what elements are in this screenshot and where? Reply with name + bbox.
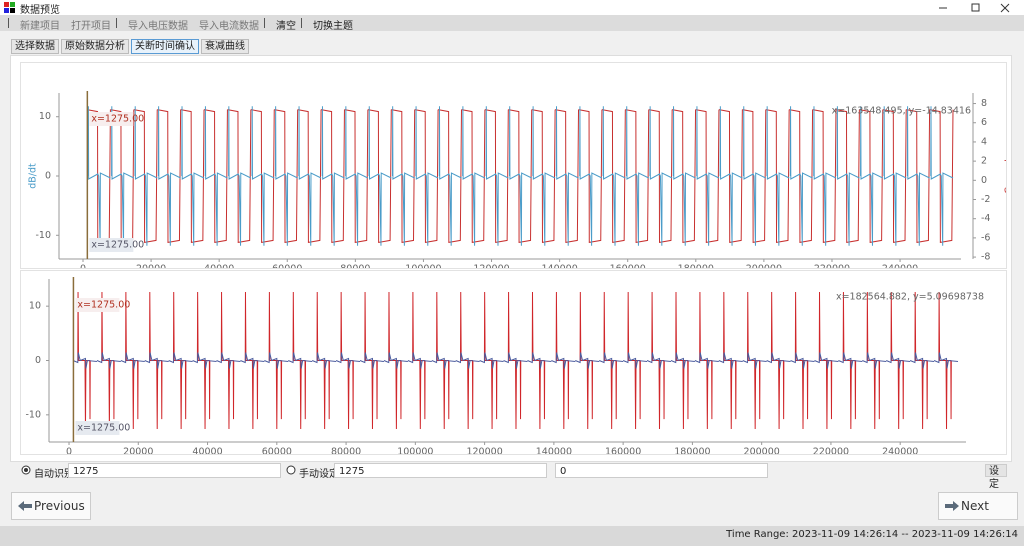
y2-tick-label: 6 bbox=[981, 117, 987, 128]
x-tick-label: 0 bbox=[80, 264, 86, 270]
x-tick-label: 180000 bbox=[678, 264, 714, 270]
menu-item[interactable]: 导入电压数据 bbox=[128, 21, 188, 32]
menu-item[interactable]: 切换主题 bbox=[313, 21, 353, 32]
x-tick-label: 200000 bbox=[744, 447, 780, 456]
y2-tick-label: 8 bbox=[981, 98, 987, 109]
menu-item[interactable]: 新建项目 bbox=[20, 21, 60, 32]
radio-label: 自动识别 bbox=[34, 469, 74, 480]
button-label: Previous bbox=[34, 499, 85, 513]
x-tick-label: 180000 bbox=[674, 447, 710, 456]
x-tick-label: 120000 bbox=[466, 447, 502, 456]
button-label: Next bbox=[961, 499, 989, 513]
set-button[interactable]: 设定 bbox=[985, 464, 1007, 490]
y2-axis-label: Current bbox=[1004, 158, 1008, 194]
cursor-label: x=1275.00 bbox=[91, 240, 144, 251]
radio-label: 手动设定 bbox=[299, 469, 339, 480]
x-tick-label: 220000 bbox=[814, 264, 850, 270]
y2-tick-label: 0 bbox=[981, 175, 987, 186]
waveform bbox=[72, 352, 959, 369]
x-tick-label: 20000 bbox=[136, 264, 166, 270]
x-tick-label: 80000 bbox=[340, 264, 370, 270]
status-bar: Time Range: 2023-11-09 14:26:14 -- 2023-… bbox=[0, 526, 1024, 546]
cursor-label: x=1275.00 bbox=[77, 300, 130, 311]
value-input[interactable]: 0 bbox=[555, 463, 768, 478]
x-tick-label: 160000 bbox=[610, 264, 646, 270]
cursor-label-bg bbox=[75, 298, 120, 312]
y2-tick-label: -8 bbox=[981, 252, 990, 263]
y-tick-label: 0 bbox=[45, 171, 51, 182]
x-tick-label: 240000 bbox=[882, 264, 918, 270]
window-title: 数据预览 bbox=[20, 5, 60, 16]
cursor-label-bg bbox=[89, 238, 134, 252]
menu-item[interactable]: 打开项目 bbox=[71, 21, 111, 32]
title-bar: 数据预览 bbox=[0, 0, 1024, 16]
separator bbox=[264, 18, 265, 28]
x-tick-label: 120000 bbox=[473, 264, 509, 270]
chart: 0 20000 40000 60000 80000 100000 120000 140000 1… bbox=[20, 62, 1007, 269]
readout: x=163548.495, y=-14.83416 bbox=[832, 106, 971, 117]
readout: x=182564.882, y=5.09698738 bbox=[836, 292, 984, 303]
auto-input[interactable]: 1275 bbox=[68, 463, 281, 478]
y2-tick-label: -4 bbox=[981, 213, 990, 224]
x-tick-label: 40000 bbox=[204, 264, 234, 270]
x-tick-label: 80000 bbox=[331, 447, 361, 456]
x-tick-label: 40000 bbox=[192, 447, 222, 456]
menu-bar: 新建项目 打开项目 导入电压数据 导入电流数据 清空 切换主题 bbox=[0, 15, 1024, 32]
y-tick-label: -10 bbox=[35, 230, 51, 241]
previous-button[interactable]: Previous bbox=[11, 492, 91, 520]
manual-input[interactable]: 1275 bbox=[334, 463, 547, 478]
y2-tick-label: 2 bbox=[981, 156, 987, 167]
app-icon bbox=[4, 2, 15, 13]
x-tick-label: 160000 bbox=[605, 447, 641, 456]
x-tick-label: 220000 bbox=[813, 447, 849, 456]
x-tick-label: 20000 bbox=[123, 447, 153, 456]
cursor-label: x=1275.00 bbox=[91, 114, 144, 125]
y2-tick-label: 4 bbox=[981, 136, 987, 147]
waveform bbox=[87, 106, 954, 246]
menu-item[interactable]: 清空 bbox=[276, 21, 296, 32]
x-tick-label: 0 bbox=[66, 447, 72, 456]
cursor-label-bg bbox=[89, 112, 134, 126]
time-range: Time Range: 2023-11-09 14:26:14 -- 2023-… bbox=[726, 529, 1018, 540]
tab[interactable]: 原始数据分析 bbox=[61, 39, 129, 54]
y2-tick-label: -6 bbox=[981, 232, 990, 243]
tab[interactable]: 选择数据 bbox=[11, 39, 59, 54]
x-tick-label: 60000 bbox=[272, 264, 302, 270]
y-tick-label: -10 bbox=[25, 409, 41, 420]
radio-auto[interactable] bbox=[21, 465, 31, 475]
x-tick-label: 100000 bbox=[405, 264, 441, 270]
x-tick-label: 200000 bbox=[746, 264, 782, 270]
separator bbox=[301, 18, 302, 28]
cursor-label: x=1275.00 bbox=[77, 423, 130, 434]
x-tick-label: 140000 bbox=[536, 447, 572, 456]
x-tick-label: 100000 bbox=[397, 447, 433, 456]
y2-tick-label: -2 bbox=[981, 194, 990, 205]
chart: 0 20000 40000 60000 80000 100000 120000 140000 1… bbox=[20, 270, 1007, 455]
tab[interactable]: 衰减曲线 bbox=[201, 39, 249, 54]
separator bbox=[8, 18, 9, 28]
next-button[interactable]: Next bbox=[938, 492, 1018, 520]
tab[interactable]: 关断时间确认 bbox=[131, 39, 199, 54]
x-tick-label: 60000 bbox=[262, 447, 292, 456]
window-controls[interactable] bbox=[935, 2, 1015, 13]
separator bbox=[116, 18, 117, 28]
x-tick-label: 240000 bbox=[882, 447, 918, 456]
menu-item[interactable]: 导入电流数据 bbox=[199, 21, 259, 32]
y-tick-label: 10 bbox=[29, 301, 41, 312]
y-axis-label: dB/dt bbox=[28, 163, 39, 189]
x-tick-label: 140000 bbox=[541, 264, 577, 270]
arrow-right bbox=[945, 501, 959, 511]
y-tick-label: 0 bbox=[35, 355, 41, 366]
cursor-label-bg bbox=[75, 421, 120, 435]
arrow-left bbox=[18, 501, 32, 511]
y-tick-label: 10 bbox=[39, 111, 51, 122]
radio-manual[interactable] bbox=[286, 465, 296, 475]
